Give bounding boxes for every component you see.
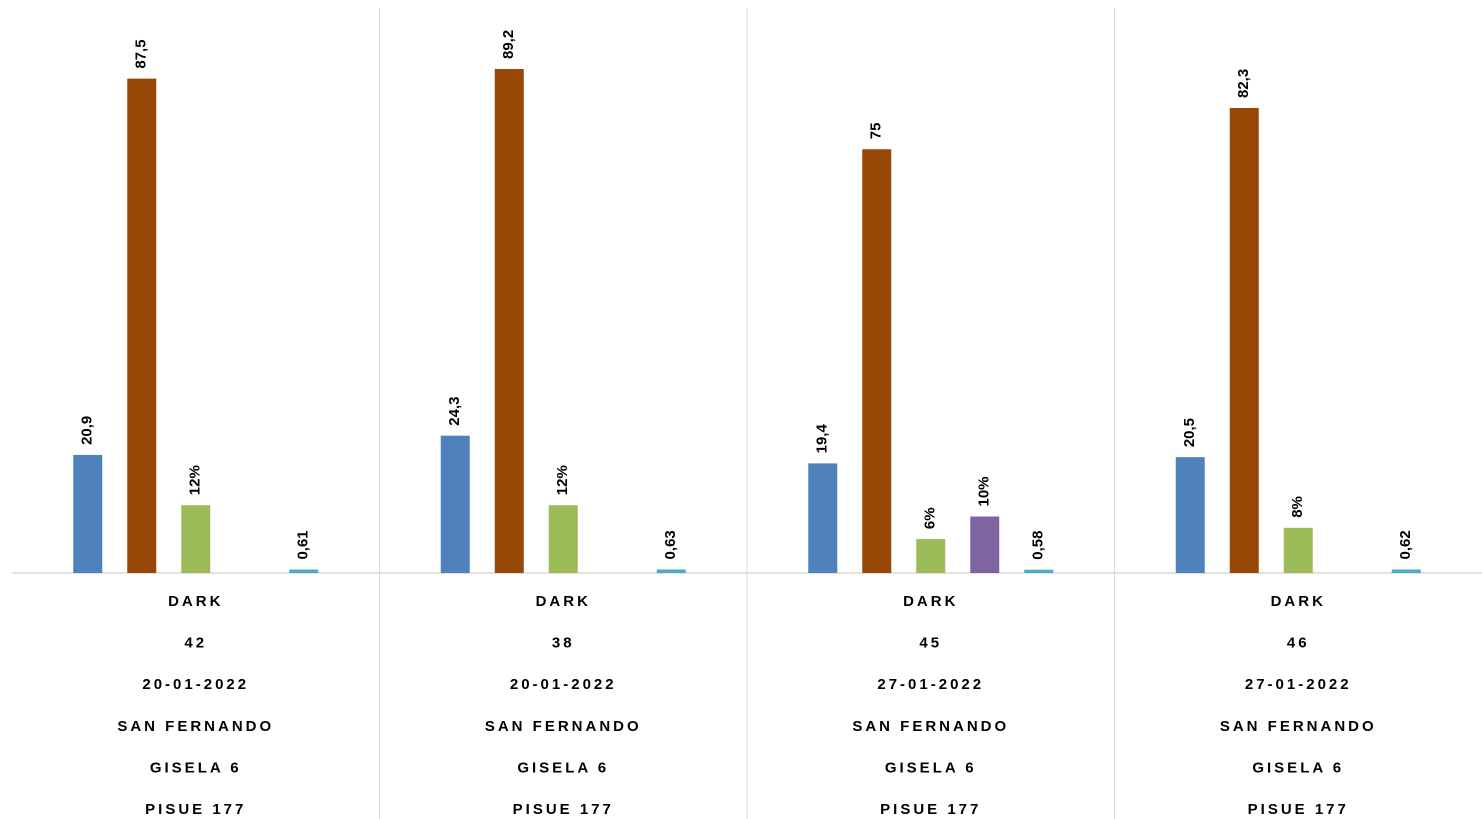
x-category-label: SAN FERNANDO bbox=[117, 718, 274, 735]
x-category-label: 20-01-2022 bbox=[142, 676, 249, 693]
bar bbox=[440, 435, 470, 573]
bar bbox=[1391, 569, 1421, 573]
bar bbox=[181, 505, 211, 573]
bar bbox=[1024, 569, 1054, 573]
x-category-label: SAN FERNANDO bbox=[485, 718, 642, 735]
x-category-label: 45 bbox=[919, 635, 942, 652]
data-label: 0,63 bbox=[662, 530, 679, 559]
x-category-label: 27-01-2022 bbox=[877, 676, 984, 693]
data-label: 0,61 bbox=[295, 530, 312, 559]
data-label: 87,5 bbox=[133, 39, 150, 68]
x-category-label: PISUE 177 bbox=[145, 801, 246, 818]
data-label: 20,5 bbox=[1181, 418, 1198, 447]
data-label: 12% bbox=[554, 465, 571, 495]
data-label: 82,3 bbox=[1235, 69, 1252, 98]
bar bbox=[1175, 457, 1205, 573]
bar bbox=[970, 516, 1000, 573]
data-label: 0,58 bbox=[1030, 531, 1047, 560]
bar bbox=[1283, 527, 1313, 573]
data-label: 10% bbox=[976, 476, 993, 506]
x-category-label: PISUE 177 bbox=[880, 801, 981, 818]
x-category-label: 46 bbox=[1287, 635, 1310, 652]
x-category-label: PISUE 177 bbox=[1248, 801, 1349, 818]
data-label: 75 bbox=[868, 123, 885, 140]
bar bbox=[548, 505, 578, 573]
bar bbox=[73, 454, 103, 573]
x-category-label: SAN FERNANDO bbox=[852, 718, 1009, 735]
bar bbox=[289, 569, 319, 573]
data-label: 12% bbox=[187, 465, 204, 495]
x-category-label: 20-01-2022 bbox=[510, 676, 617, 693]
x-category-label: DARK bbox=[1271, 593, 1326, 610]
x-category-label: GISELA 6 bbox=[885, 759, 977, 776]
x-category-label: 27-01-2022 bbox=[1245, 676, 1352, 693]
bar bbox=[127, 78, 157, 573]
x-category-label: GISELA 6 bbox=[1252, 759, 1344, 776]
bar bbox=[656, 569, 686, 573]
x-category-label: DARK bbox=[903, 593, 958, 610]
data-label: 19,4 bbox=[814, 424, 831, 454]
bar bbox=[494, 69, 524, 574]
data-label: 8% bbox=[1289, 496, 1306, 518]
data-label: 89,2 bbox=[500, 30, 517, 59]
x-category-label: PISUE 177 bbox=[513, 801, 614, 818]
bar bbox=[808, 463, 838, 573]
x-category-label: GISELA 6 bbox=[150, 759, 242, 776]
x-category-label: DARK bbox=[536, 593, 591, 610]
data-label: 6% bbox=[922, 507, 939, 529]
bar bbox=[1229, 108, 1259, 573]
x-category-label: 38 bbox=[552, 635, 575, 652]
bar bbox=[862, 149, 892, 573]
bar bbox=[916, 539, 946, 573]
x-category-label: DARK bbox=[168, 593, 223, 610]
x-category-label: GISELA 6 bbox=[517, 759, 609, 776]
data-label: 20,9 bbox=[79, 416, 96, 445]
x-category-label: SAN FERNANDO bbox=[1220, 718, 1377, 735]
data-label: 0,62 bbox=[1397, 530, 1414, 559]
data-label: 24,3 bbox=[446, 397, 463, 426]
x-category-label: 42 bbox=[184, 635, 207, 652]
